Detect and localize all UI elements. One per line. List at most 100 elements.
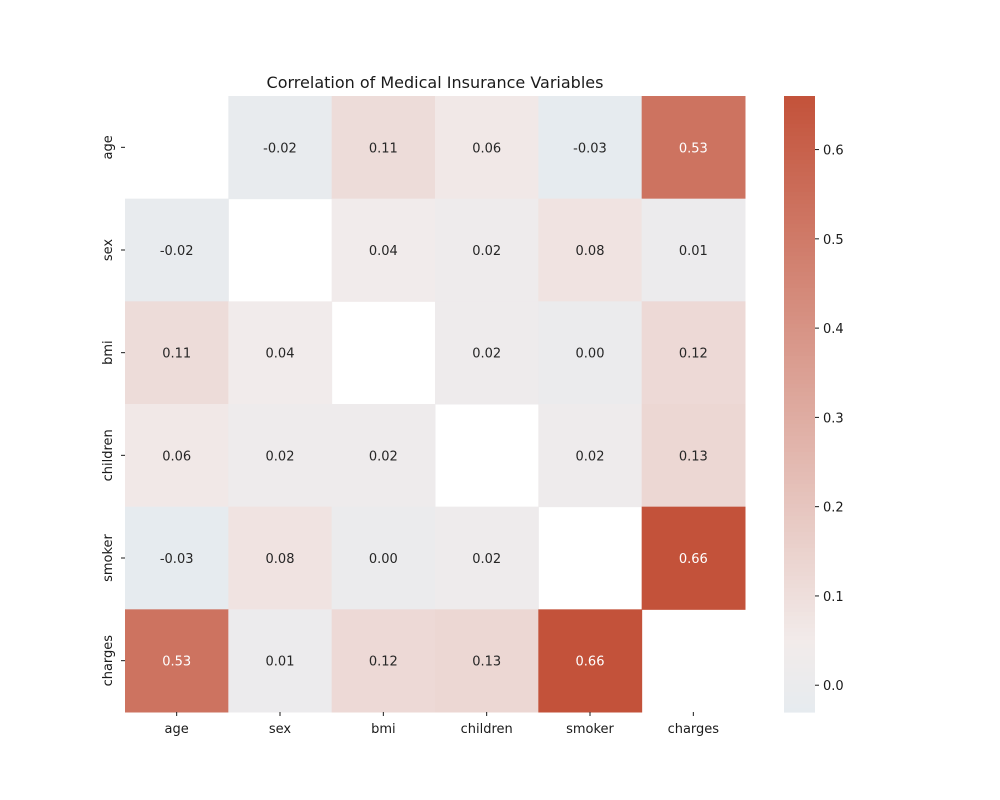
- colorbar-segment: [784, 536, 815, 541]
- cell-value-label: 0.02: [472, 347, 501, 362]
- colorbar-segment: [784, 336, 815, 341]
- x-tick-label: children: [461, 722, 513, 737]
- colorbar-segment: [784, 392, 815, 397]
- cell-value-label: 0.66: [576, 655, 605, 670]
- heatmap-cell: [228, 96, 333, 200]
- colorbar-segment: [784, 220, 815, 225]
- colorbar-segment: [784, 316, 815, 321]
- colorbar-segment: [784, 284, 815, 289]
- colorbar-segment: [784, 508, 815, 513]
- heatmap-cell: [125, 506, 229, 610]
- heatmap-cell: [538, 301, 643, 405]
- cell-value-label: 0.12: [679, 347, 708, 362]
- cell-value-label: 0.01: [266, 655, 295, 670]
- x-tick-label: charges: [668, 722, 720, 737]
- colorbar-segment: [784, 396, 815, 401]
- colorbar-segment: [784, 468, 815, 473]
- colorbar-segment: [784, 504, 815, 509]
- colorbar-segment: [784, 356, 815, 361]
- colorbar-segment: [784, 276, 815, 281]
- colorbar-segment: [784, 104, 815, 109]
- heatmap-cell: [435, 301, 539, 405]
- colorbar-segment: [784, 564, 815, 569]
- colorbar-segment: [784, 156, 815, 161]
- colorbar-segment: [784, 280, 815, 285]
- cell-value-label: 0.66: [679, 552, 708, 567]
- heatmap-cell: [331, 198, 436, 302]
- cell-value-label: -0.03: [573, 141, 607, 156]
- colorbar-segment: [784, 384, 815, 389]
- colorbar-tick-label: 0.3: [823, 411, 844, 426]
- heatmap-cell: [641, 301, 746, 405]
- colorbar-tick-label: 0.5: [823, 233, 844, 248]
- cell-value-label: 0.11: [369, 141, 398, 156]
- cell-value-label: -0.02: [263, 141, 297, 156]
- colorbar-segment: [784, 268, 815, 273]
- y-tick-label: sex: [101, 239, 116, 262]
- colorbar-segment: [784, 144, 815, 149]
- colorbar-segment: [784, 300, 815, 305]
- colorbar-segment: [784, 232, 815, 237]
- chart-title: Correlation of Medical Insurance Variabl…: [267, 73, 604, 92]
- colorbar-tick-label: 0.4: [823, 322, 844, 337]
- colorbar-segment: [784, 600, 815, 605]
- colorbar-segment: [784, 636, 815, 641]
- cell-value-label: 0.02: [369, 449, 398, 464]
- colorbar-segment: [784, 172, 815, 177]
- heatmap-cell: [125, 609, 229, 713]
- cell-value-label: 0.00: [369, 552, 398, 567]
- colorbar-segment: [784, 680, 815, 685]
- colorbar-segment: [784, 248, 815, 253]
- heatmap-cell: [641, 198, 746, 302]
- colorbar-segment: [784, 152, 815, 157]
- heatmap-cell: [641, 506, 746, 610]
- heatmap-cell: [228, 301, 333, 405]
- colorbar-segment: [784, 516, 815, 521]
- colorbar: 0.0 0.1 0.2 0.3 0.4 0.5 0.6: [784, 96, 844, 713]
- y-tick-label: bmi: [101, 340, 116, 365]
- colorbar-segment: [784, 420, 815, 425]
- colorbar-segment: [784, 560, 815, 565]
- cell-value-label: 0.12: [369, 655, 398, 670]
- colorbar-segment: [784, 116, 815, 121]
- colorbar-segment: [784, 676, 815, 681]
- colorbar-segment: [784, 440, 815, 445]
- heatmap-cell: [125, 404, 229, 508]
- colorbar-segment: [784, 580, 815, 585]
- colorbar-segment: [784, 188, 815, 193]
- colorbar-segment: [784, 648, 815, 653]
- colorbar-segment: [784, 484, 815, 489]
- colorbar-segment: [784, 108, 815, 113]
- x-tick-label: sex: [269, 722, 292, 737]
- colorbar-segment: [784, 288, 815, 293]
- colorbar-segment: [784, 352, 815, 357]
- colorbar-segment: [784, 416, 815, 421]
- colorbar-segment: [784, 552, 815, 557]
- colorbar-segment: [784, 256, 815, 261]
- colorbar-segment: [784, 524, 815, 529]
- colorbar-segment: [784, 488, 815, 493]
- colorbar-segment: [784, 532, 815, 537]
- colorbar-segment: [784, 212, 815, 217]
- colorbar-segment: [784, 224, 815, 229]
- colorbar-segment: [784, 200, 815, 205]
- cell-value-label: 0.02: [266, 449, 295, 464]
- heatmap-cell: [538, 404, 643, 508]
- colorbar-segment: [784, 380, 815, 385]
- heatmap-cell-labels: -0.02 0.11 0.06 -0.03 0.53 -0.02 0.04 0.02 0.08 0…: [160, 141, 708, 669]
- colorbar-segment: [784, 476, 815, 481]
- heatmap-cell: [228, 506, 333, 610]
- colorbar-segment: [784, 320, 815, 325]
- colorbar-segment: [784, 628, 815, 633]
- colorbar-segment: [784, 160, 815, 165]
- colorbar-segment: [784, 568, 815, 573]
- colorbar-segment: [784, 196, 815, 201]
- heatmap-cell: [538, 198, 643, 302]
- colorbar-segment: [784, 216, 815, 221]
- colorbar-segment: [784, 136, 815, 141]
- colorbar-segment: [784, 400, 815, 405]
- colorbar-segment: [784, 464, 815, 469]
- cell-value-label: 0.53: [679, 141, 708, 156]
- colorbar-segment: [784, 500, 815, 505]
- colorbar-segment: [784, 596, 815, 601]
